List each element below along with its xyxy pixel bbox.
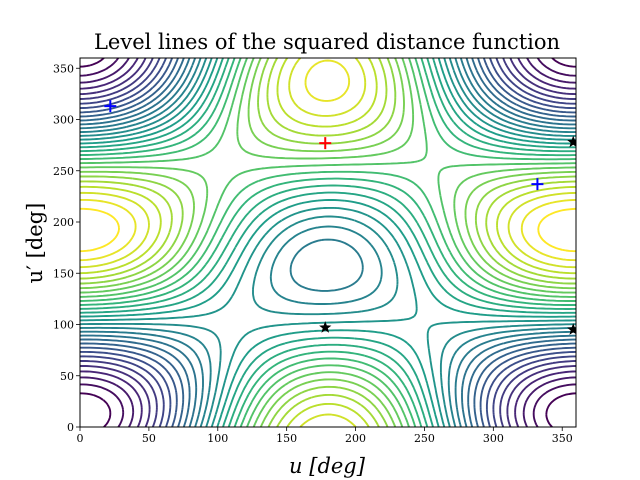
contour-level-line	[80, 58, 576, 427]
contour-level-line	[80, 58, 576, 427]
x-tick-label: 0	[77, 432, 84, 445]
contour-level-line	[80, 58, 576, 427]
y-tick-label: 50	[60, 370, 74, 383]
y-tick-label: 350	[53, 62, 74, 75]
y-tick-label: 150	[53, 267, 74, 280]
contour-level-line	[80, 58, 576, 427]
contour-level-line	[80, 58, 576, 427]
x-tick-label: 300	[483, 432, 504, 445]
y-tick-label: 300	[53, 114, 74, 127]
contour-level-line	[80, 58, 576, 427]
y-tick-label: 250	[53, 165, 74, 178]
x-tick-label: 100	[207, 432, 228, 445]
contour-level-line	[80, 58, 576, 427]
contour-lines	[80, 58, 576, 427]
y-tick-label: 200	[53, 216, 74, 229]
contour-level-line	[80, 58, 576, 427]
x-tick-label: 200	[345, 432, 366, 445]
x-axis-label: u [deg]	[289, 454, 366, 478]
contour-level-line	[80, 58, 576, 427]
contour-level-line	[80, 58, 576, 427]
chart-title: Level lines of the squared distance func…	[94, 30, 560, 54]
x-tick-label: 150	[276, 432, 297, 445]
contour-level-line	[80, 58, 576, 427]
x-tick-label: 350	[552, 432, 573, 445]
contour-level-line	[80, 58, 576, 427]
x-axis-label-text: u [deg]	[289, 454, 366, 478]
contour-level-line	[80, 58, 576, 427]
maximum-marker	[319, 137, 332, 150]
x-tick-label: 250	[414, 432, 435, 445]
plot-area	[79, 57, 577, 428]
contour-level-line	[80, 207, 576, 253]
saddle-marker	[567, 135, 576, 148]
contour-level-line	[80, 58, 576, 427]
minimum-marker	[531, 178, 544, 191]
contour-level-line	[80, 58, 576, 427]
contour-level-line	[80, 58, 576, 427]
contour-level-line	[80, 58, 576, 427]
contour-level-line	[80, 58, 576, 427]
y-axis-label-text: u′ [deg]	[23, 203, 47, 284]
y-tick-label: 100	[53, 319, 74, 332]
contour-level-line	[80, 58, 576, 427]
y-axis-label: u′ [deg]	[23, 203, 47, 284]
plot-frame	[79, 57, 577, 428]
contour-level-line	[80, 59, 576, 262]
contour-level-line	[80, 58, 576, 427]
contour-level-line	[80, 58, 576, 427]
minimum-marker	[104, 100, 117, 113]
contour-level-line	[80, 58, 576, 427]
saddle-marker	[567, 323, 576, 335]
saddle-marker	[319, 321, 332, 333]
contour-level-line	[80, 58, 576, 427]
y-tick-label: 0	[67, 421, 74, 434]
x-axis-ticks: 0 50 100 150 200 250 300 350	[77, 427, 573, 445]
contour-level-line	[80, 58, 576, 427]
y-axis-ticks: 0 50 100 150 200 250 300 350	[53, 62, 80, 434]
contour-level-line	[80, 58, 576, 427]
critical-point-markers	[104, 100, 576, 335]
x-tick-label: 50	[142, 432, 156, 445]
contour-level-line	[80, 58, 576, 427]
